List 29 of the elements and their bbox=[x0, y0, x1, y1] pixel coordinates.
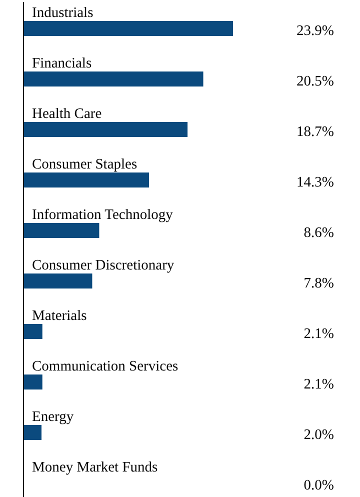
y-tick-label: Consumer Staples bbox=[32, 156, 138, 172]
bar bbox=[24, 122, 188, 137]
bar bbox=[24, 223, 100, 238]
data-label: 2.1% bbox=[304, 326, 334, 342]
bar bbox=[24, 274, 92, 288]
data-label: 18.7% bbox=[296, 124, 334, 140]
y-tick-label: Information Technology bbox=[32, 207, 174, 223]
y-tick-label: Materials bbox=[32, 308, 88, 324]
y-tick-label: Consumer Discretionary bbox=[32, 258, 175, 274]
y-tick-label: Health Care bbox=[32, 106, 102, 122]
bar bbox=[24, 324, 42, 339]
data-label: 2.0% bbox=[304, 427, 334, 443]
bar bbox=[24, 172, 150, 188]
y-tick-label: Financials bbox=[32, 56, 92, 72]
bar bbox=[24, 374, 42, 390]
data-label: 7.8% bbox=[304, 276, 334, 292]
data-label: 14.3% bbox=[296, 174, 334, 190]
bar bbox=[24, 72, 204, 86]
y-tick-label: Industrials bbox=[32, 5, 94, 21]
data-label: 2.1% bbox=[304, 376, 334, 392]
data-label: 20.5% bbox=[296, 74, 334, 90]
y-tick-label: Energy bbox=[32, 409, 74, 425]
y-tick-label: Communication Services bbox=[32, 358, 179, 374]
bar bbox=[24, 21, 233, 36]
data-label: 23.9% bbox=[296, 23, 334, 39]
data-label: 0.0% bbox=[304, 478, 334, 494]
y-tick-label: Money Market Funds bbox=[32, 460, 158, 476]
data-label: 8.6% bbox=[304, 225, 334, 241]
bar bbox=[24, 425, 42, 440]
